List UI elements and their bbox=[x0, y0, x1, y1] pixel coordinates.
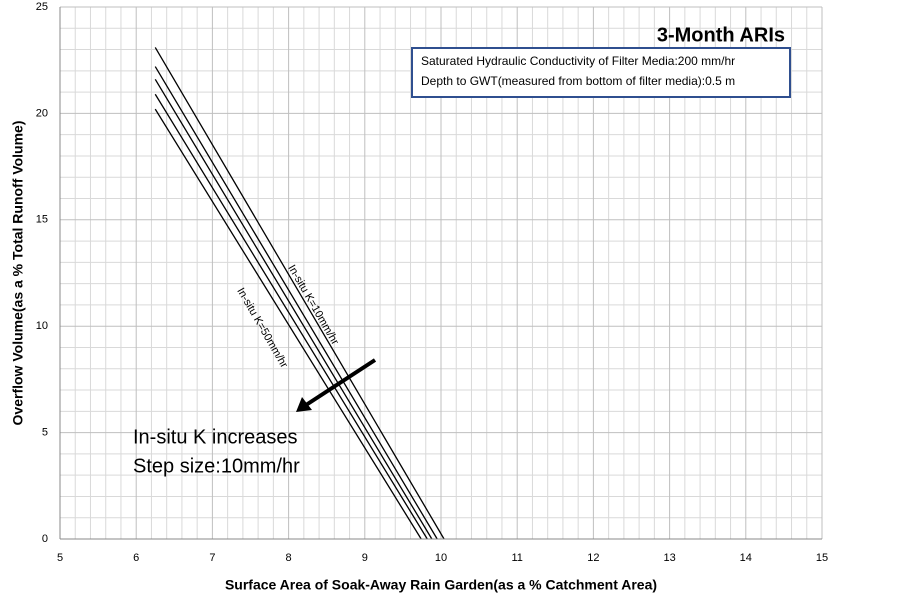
chart-title: 3-Month ARIs bbox=[657, 24, 785, 46]
x-tick-label: 5 bbox=[57, 552, 63, 564]
x-tick-label: 12 bbox=[587, 552, 599, 564]
x-tick-label: 7 bbox=[209, 552, 215, 564]
x-tick-label: 10 bbox=[435, 552, 447, 564]
annotation: In-situ K increases bbox=[133, 426, 298, 448]
y-tick-label: 0 bbox=[42, 533, 48, 545]
y-tick-label: 25 bbox=[36, 1, 48, 13]
arrow-head bbox=[296, 397, 312, 412]
arrow bbox=[304, 358, 377, 407]
x-tick-label: 13 bbox=[663, 552, 675, 564]
series-line bbox=[154, 108, 422, 540]
y-tick-label: 5 bbox=[42, 427, 48, 439]
x-tick-label: 14 bbox=[740, 552, 752, 564]
series-line bbox=[154, 79, 433, 540]
series-line bbox=[154, 66, 438, 540]
x-tick-label: 11 bbox=[511, 552, 522, 564]
annotation: Step size:10mm/hr bbox=[133, 455, 300, 477]
y-tick-label: 10 bbox=[36, 320, 48, 332]
plot bbox=[154, 47, 445, 540]
series-line bbox=[154, 93, 428, 540]
info-box bbox=[411, 47, 791, 98]
y-tick-label: 15 bbox=[36, 214, 48, 226]
x-tick-label: 9 bbox=[362, 552, 368, 564]
y-tick-label: 20 bbox=[36, 107, 48, 119]
series-line bbox=[154, 47, 445, 540]
x-axis-label: Surface Area of Soak-Away Rain Garden(as… bbox=[225, 577, 657, 593]
x-tick-label: 15 bbox=[816, 552, 828, 564]
x-tick-label: 8 bbox=[286, 552, 292, 564]
y-axis-label: Overflow Volume(as a % Total Runoff Volu… bbox=[10, 121, 26, 426]
x-tick-label: 6 bbox=[133, 552, 139, 564]
info-text: Depth to GWT(measured from bottom of fil… bbox=[421, 74, 735, 88]
info-text: Saturated Hydraulic Conductivity of Filt… bbox=[421, 54, 735, 68]
